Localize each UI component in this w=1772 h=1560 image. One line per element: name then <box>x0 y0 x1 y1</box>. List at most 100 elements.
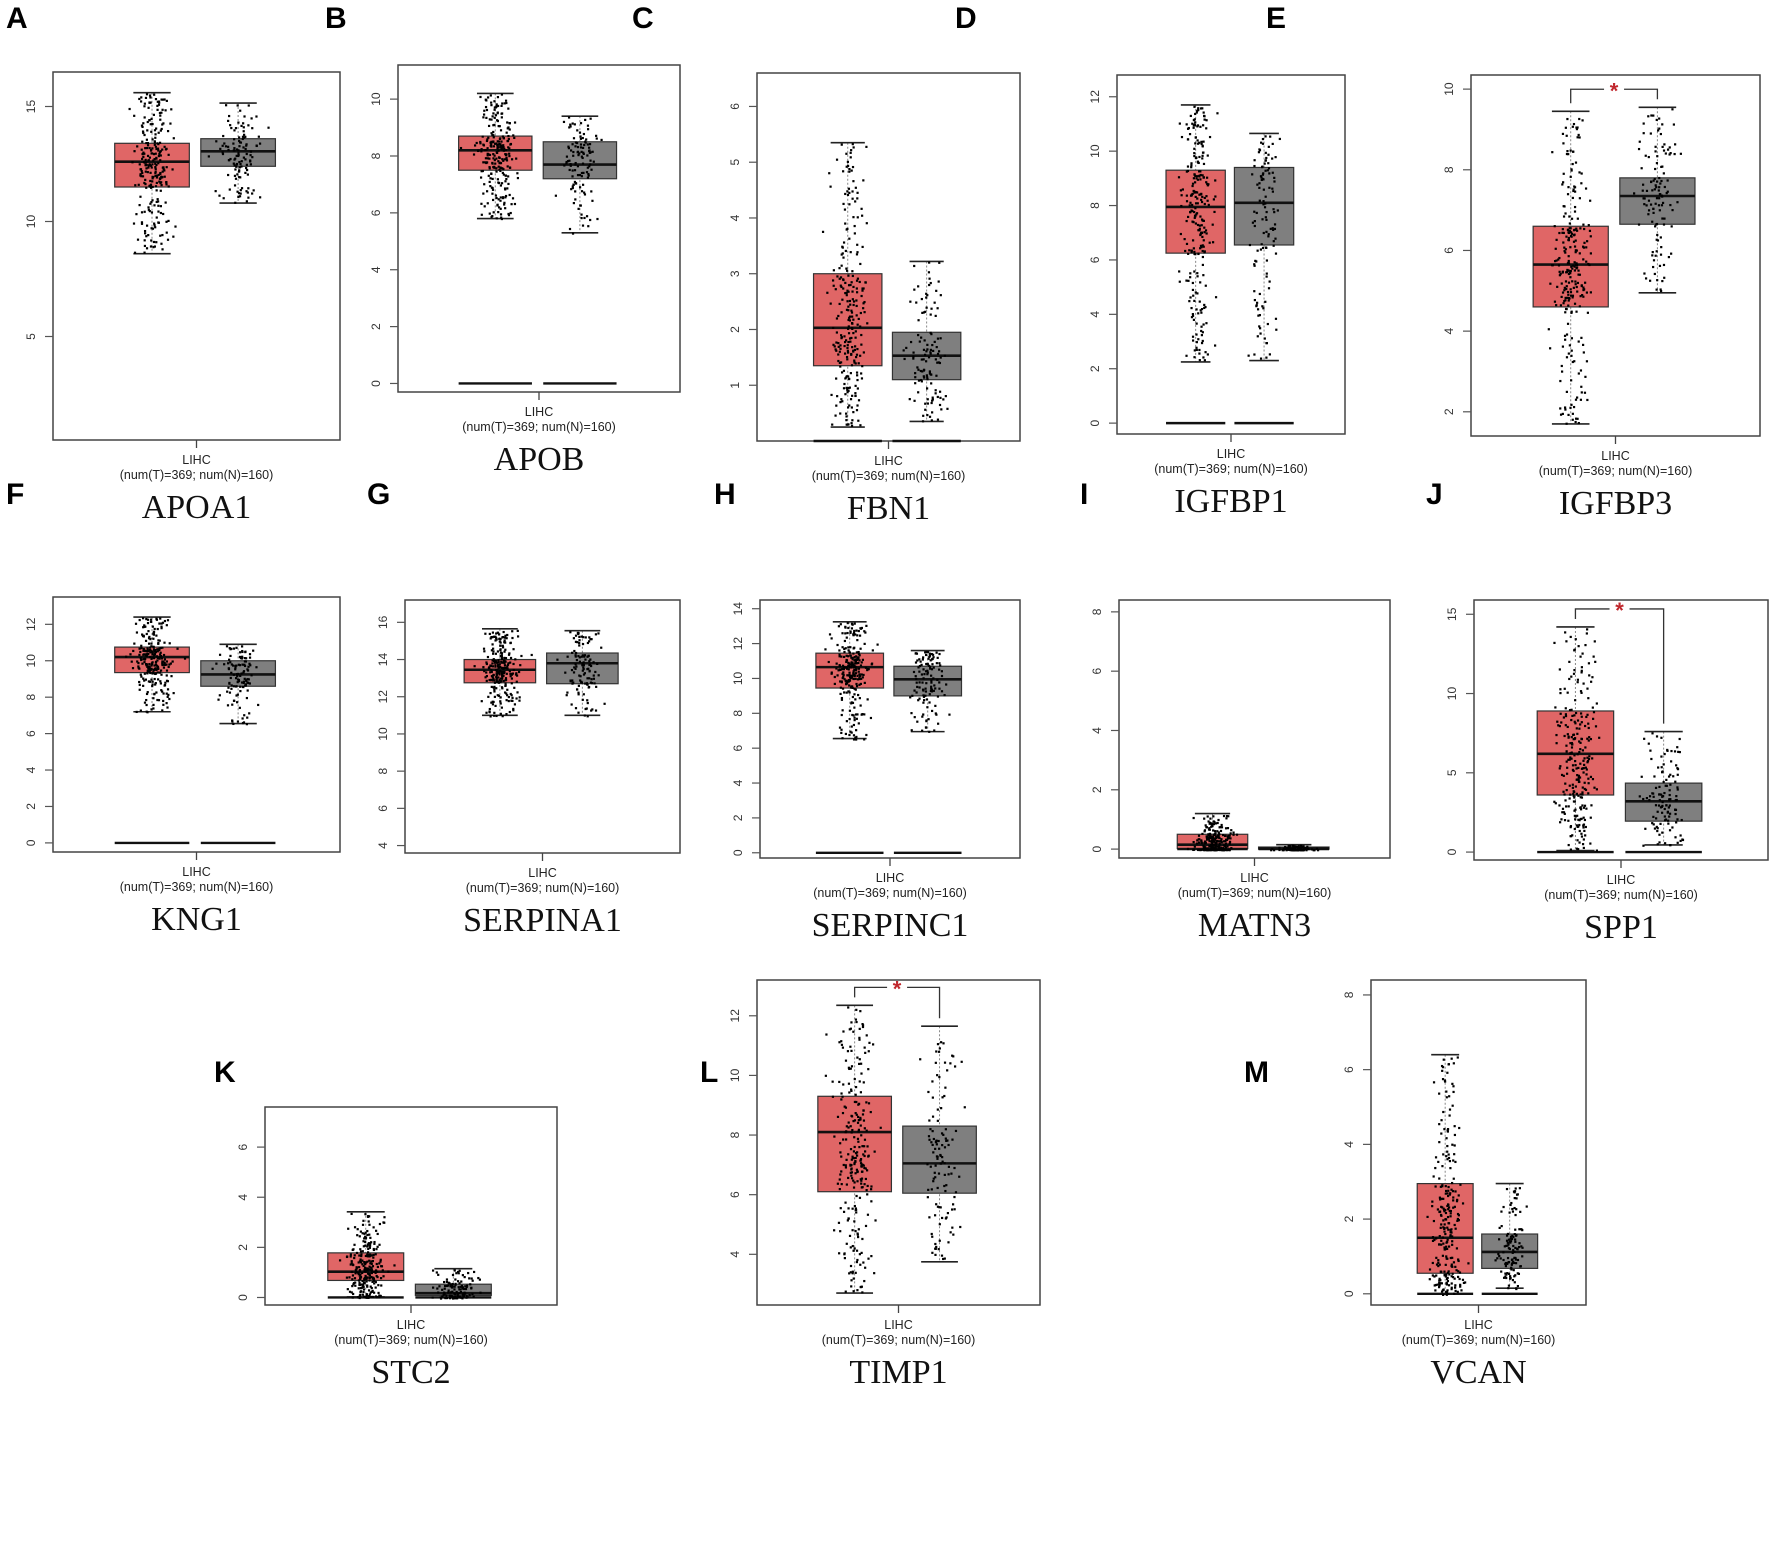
data-point <box>151 147 154 150</box>
data-point <box>582 664 585 667</box>
data-point <box>1185 200 1189 203</box>
data-point <box>154 172 157 175</box>
data-point <box>1577 269 1580 272</box>
data-point <box>1230 847 1233 850</box>
data-point <box>138 203 141 207</box>
data-point <box>1568 660 1571 663</box>
data-point <box>495 673 498 676</box>
data-point <box>515 674 519 677</box>
data-point <box>369 1242 372 1245</box>
data-point <box>908 398 911 401</box>
data-point <box>577 655 580 658</box>
data-point <box>577 691 580 694</box>
data-point <box>848 299 852 303</box>
data-point <box>1567 413 1570 417</box>
data-point <box>1202 245 1205 248</box>
data-point <box>222 134 225 138</box>
data-point <box>1271 171 1274 174</box>
data-point <box>852 180 855 183</box>
data-point <box>229 654 232 658</box>
data-point <box>488 118 491 121</box>
data-point <box>1578 273 1581 276</box>
data-point <box>499 700 502 703</box>
data-point <box>840 264 843 267</box>
data-point <box>1450 1057 1453 1060</box>
data-point <box>1258 327 1262 330</box>
data-point <box>247 104 250 107</box>
data-point <box>1195 212 1199 215</box>
data-point <box>1206 184 1209 187</box>
data-point <box>141 157 144 160</box>
data-point <box>926 398 929 401</box>
data-point <box>589 658 592 661</box>
data-point <box>921 729 924 732</box>
data-point <box>569 164 572 167</box>
data-point <box>920 297 923 301</box>
data-point <box>838 655 841 658</box>
data-point <box>491 140 494 144</box>
data-point <box>926 343 929 346</box>
data-point <box>1258 314 1261 317</box>
data-point <box>155 176 158 179</box>
data-point <box>488 707 491 711</box>
data-point <box>1667 819 1670 822</box>
data-point <box>843 647 846 651</box>
data-point <box>861 287 864 290</box>
data-point <box>1572 234 1576 237</box>
data-point <box>572 150 575 154</box>
data-point <box>861 1023 864 1026</box>
data-point <box>1212 835 1215 838</box>
data-point <box>859 1162 863 1165</box>
data-point <box>595 134 598 137</box>
data-point <box>847 389 850 393</box>
data-point <box>1208 822 1211 825</box>
data-point <box>498 162 501 165</box>
data-point <box>934 1164 937 1167</box>
data-point <box>853 1181 856 1184</box>
data-point <box>588 149 591 152</box>
data-point <box>243 136 246 139</box>
data-point <box>1666 190 1669 193</box>
data-point <box>167 665 170 669</box>
data-point <box>252 649 255 652</box>
data-point <box>1586 713 1589 716</box>
data-point <box>1256 301 1259 304</box>
data-point <box>581 654 584 657</box>
data-point <box>578 660 581 663</box>
data-point <box>138 667 141 670</box>
data-point <box>1211 839 1214 843</box>
data-point <box>501 715 504 718</box>
data-point <box>369 1236 372 1239</box>
data-point <box>493 714 496 717</box>
data-point <box>1200 311 1203 314</box>
data-point <box>850 1171 854 1174</box>
data-point <box>352 1263 355 1267</box>
data-point <box>854 1230 857 1233</box>
data-point <box>509 692 512 696</box>
data-point <box>1594 660 1597 663</box>
data-point <box>375 1248 378 1251</box>
data-point <box>234 664 237 668</box>
data-point <box>586 166 589 169</box>
data-point <box>1578 829 1581 833</box>
y-tick-label: 10 <box>369 92 383 106</box>
data-point <box>843 382 846 386</box>
data-point <box>1585 632 1588 635</box>
data-point <box>1643 197 1646 200</box>
data-point <box>146 621 150 625</box>
data-point <box>495 142 498 145</box>
data-point <box>835 667 838 670</box>
data-point <box>140 647 143 650</box>
data-point <box>233 147 236 150</box>
data-point <box>489 664 493 668</box>
data-point <box>503 203 506 206</box>
data-point <box>864 631 867 634</box>
data-point <box>571 651 574 654</box>
data-point <box>1202 219 1205 222</box>
data-point <box>496 671 500 674</box>
data-point <box>233 164 236 167</box>
box-normal <box>542 115 618 385</box>
data-point <box>853 622 856 625</box>
data-point <box>496 204 499 207</box>
data-point <box>1207 837 1210 841</box>
